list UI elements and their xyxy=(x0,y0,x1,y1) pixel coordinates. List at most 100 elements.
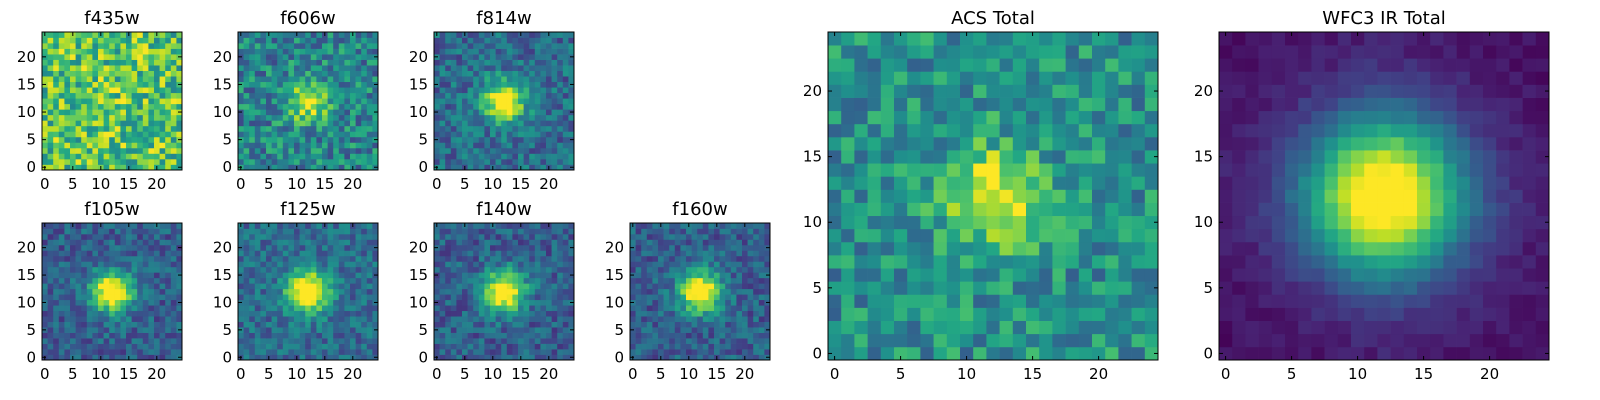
pixel-cell xyxy=(456,147,463,154)
pixel-cell xyxy=(562,136,569,143)
pixel-cell xyxy=(277,54,284,60)
pixel-cell xyxy=(159,98,166,105)
pixel-cell xyxy=(120,305,127,312)
pixel-cell xyxy=(512,294,519,301)
pixel-cell xyxy=(1078,346,1093,361)
pixel-cell xyxy=(1105,281,1119,295)
pixel-cell xyxy=(148,239,155,246)
pixel-cell xyxy=(747,349,754,355)
pixel-cell xyxy=(372,131,379,138)
pixel-cell xyxy=(47,142,54,149)
pixel-cell xyxy=(159,59,166,66)
pixel-cell xyxy=(434,310,440,317)
pixel-cell xyxy=(506,250,513,257)
pixel-cell xyxy=(249,343,256,350)
pixel-cell xyxy=(42,153,48,160)
pixel-cell xyxy=(154,294,160,301)
pixel-cell xyxy=(663,244,670,251)
pixel-cell xyxy=(81,332,88,339)
pixel-cell xyxy=(277,228,284,235)
pixel-cell xyxy=(126,131,132,138)
pixel-cell xyxy=(260,343,267,350)
pixel-cell xyxy=(697,233,704,240)
pixel-cell xyxy=(53,109,60,116)
pixel-cell xyxy=(322,338,328,344)
pixel-cell xyxy=(338,65,345,71)
pixel-cell xyxy=(249,244,256,251)
pixel-cell xyxy=(75,316,82,322)
pixel-cell xyxy=(708,233,715,240)
pixel-cell xyxy=(467,321,474,328)
pixel-cell xyxy=(484,142,491,149)
pixel-cell xyxy=(322,327,328,333)
pixel-cell xyxy=(305,32,312,38)
pixel-cell xyxy=(973,150,987,164)
pixel-cell xyxy=(86,153,93,160)
pixel-cell xyxy=(294,87,300,94)
pixel-cell xyxy=(562,32,569,38)
pixel-cell xyxy=(518,239,524,246)
pixel-cell xyxy=(344,349,351,355)
pixel-cell xyxy=(669,272,676,279)
pixel-cell xyxy=(557,310,564,317)
pixel-cell xyxy=(462,299,468,306)
pixel-cell xyxy=(58,266,65,273)
pixel-cell xyxy=(271,59,278,66)
pixel-cell xyxy=(266,239,272,246)
pixel-cell xyxy=(350,65,356,71)
pixel-cell xyxy=(75,114,82,121)
y-tick-label: 10 xyxy=(213,293,232,311)
pixel-cell xyxy=(344,266,351,273)
pixel-cell xyxy=(973,294,987,308)
pixel-cell xyxy=(512,354,519,361)
y-tick-label: 0 xyxy=(418,158,428,176)
pixel-cell xyxy=(714,327,720,333)
pixel-cell xyxy=(933,215,948,230)
pixel-cell xyxy=(467,59,474,66)
pixel-cell xyxy=(1092,320,1106,335)
pixel-cell xyxy=(126,261,132,268)
pixel-cell xyxy=(652,338,659,344)
pixel-cell xyxy=(266,321,272,328)
pixel-cell xyxy=(456,54,463,60)
pixel-cell xyxy=(333,65,340,71)
pixel-cell xyxy=(103,327,110,333)
pixel-cell xyxy=(674,261,681,268)
pixel-cell xyxy=(658,233,664,240)
pixel-cell xyxy=(120,59,127,66)
pixel-cell xyxy=(501,59,508,66)
pixel-cell xyxy=(669,332,676,339)
pixel-cell xyxy=(86,277,93,284)
pixel-cell xyxy=(47,120,54,127)
pixel-cell xyxy=(271,272,278,279)
pixel-cell xyxy=(1039,294,1053,308)
pixel-cell xyxy=(75,59,82,66)
pixel-cell xyxy=(506,59,513,66)
pixel-cell xyxy=(249,98,256,105)
pixel-cell xyxy=(260,327,267,333)
pixel-cell xyxy=(126,103,132,110)
pixel-cell xyxy=(758,250,765,257)
pixel-cell xyxy=(355,277,362,284)
pixel-cell xyxy=(366,142,373,149)
pixel-cell xyxy=(534,164,541,171)
pixel-cell xyxy=(753,223,760,229)
pixel-cell xyxy=(120,233,127,240)
pixel-cell xyxy=(86,239,93,246)
pixel-cell xyxy=(1105,346,1119,361)
pixel-cell xyxy=(350,158,356,165)
pixel-cell xyxy=(758,239,765,246)
pixel-cell xyxy=(557,288,564,295)
pixel-cell xyxy=(322,120,328,127)
pixel-cell xyxy=(473,76,480,83)
pixel-cell xyxy=(719,272,726,279)
pixel-cell xyxy=(142,244,149,251)
pixel-cell xyxy=(170,109,177,116)
pixel-cell xyxy=(551,316,558,322)
pixel-cell xyxy=(120,120,127,127)
pixel-cell xyxy=(674,228,681,235)
pixel-cell xyxy=(551,277,558,284)
pixel-cell xyxy=(1065,294,1080,308)
